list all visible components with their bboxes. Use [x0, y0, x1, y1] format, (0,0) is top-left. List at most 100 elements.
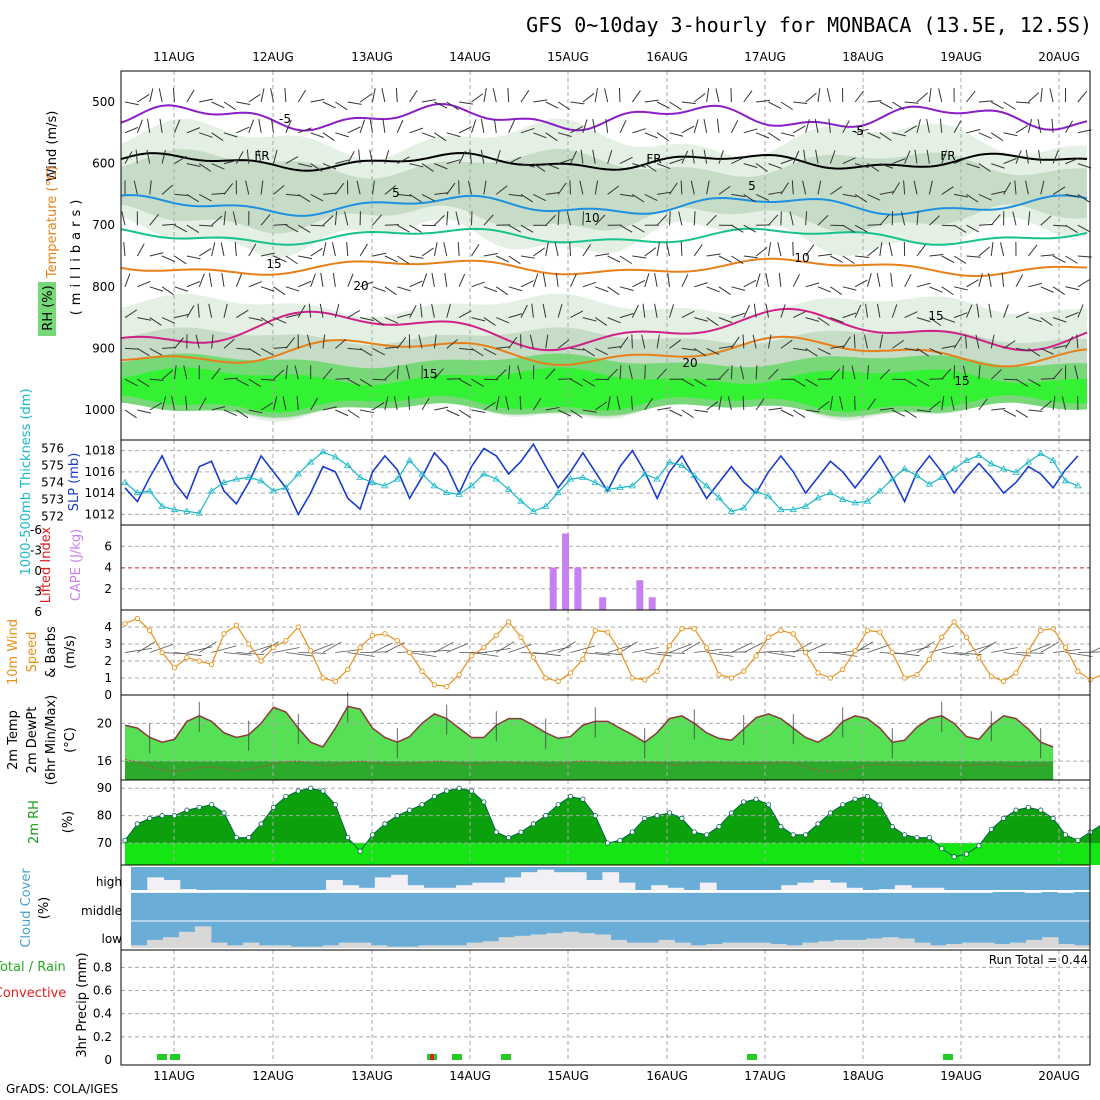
rh-marker	[654, 813, 660, 819]
wind-barb	[297, 224, 311, 233]
wind-barb	[793, 101, 808, 104]
thickness-marker	[913, 471, 921, 479]
wind-barb	[916, 317, 931, 323]
wind-barb	[619, 365, 622, 380]
wind-barb	[693, 347, 707, 357]
wind-barb	[483, 214, 494, 226]
wind-barb	[557, 182, 567, 195]
chart-title: GFS 0~10day 3-hourly for MONBACA (13.5E,…	[526, 13, 1092, 37]
wind-barb	[681, 125, 695, 134]
wind-barb	[273, 286, 286, 296]
wind-barb	[991, 101, 1004, 110]
wind-barb	[508, 365, 511, 380]
wind-barb	[768, 334, 772, 349]
rh-marker	[456, 785, 462, 791]
wind-speed-marker	[159, 649, 165, 656]
cloud-high-bar	[602, 872, 620, 893]
wind-barb	[360, 409, 374, 414]
rh-marker	[1075, 837, 1081, 843]
wind-barb	[483, 180, 487, 195]
wind-barb	[496, 317, 510, 324]
wind-barb	[582, 211, 585, 226]
wind-barb	[137, 94, 150, 103]
rh-marker	[320, 788, 326, 794]
wind-barb	[409, 280, 423, 288]
wind-speed-marker	[369, 632, 376, 639]
wind-barb	[619, 313, 634, 319]
wind-barb	[569, 241, 571, 257]
wind-barb	[607, 286, 620, 296]
pressure-tick: 900	[92, 341, 115, 355]
thickness-marker	[764, 492, 773, 499]
wind-barb	[1028, 378, 1041, 387]
wind-barb	[657, 191, 672, 195]
wind-barb	[570, 378, 583, 387]
wind-barb	[1052, 317, 1067, 323]
wind-barb	[966, 304, 973, 318]
wind-barb	[740, 365, 745, 380]
date-label-bottom: 15AUG	[547, 1069, 589, 1083]
wind-speed-marker	[196, 658, 202, 664]
surface-wind-barb	[149, 644, 173, 653]
wind-barb	[508, 286, 523, 292]
wind-barb	[137, 280, 151, 288]
wind-barb	[916, 244, 926, 257]
rh-marker	[666, 810, 673, 816]
wind-barb	[631, 304, 639, 318]
rh-marker	[704, 832, 710, 838]
wind-speed-marker	[320, 675, 326, 681]
upper-ylabel-temperature: Temperature (°C)	[45, 166, 60, 279]
wind-barb	[211, 101, 225, 109]
cloud-high-bar	[748, 891, 766, 893]
wind-barb	[469, 149, 472, 164]
wind-barb	[223, 377, 238, 380]
wind-speed-marker	[716, 671, 722, 678]
wind-barb	[619, 119, 627, 134]
rh-marker	[877, 802, 883, 808]
wind-barb	[322, 192, 337, 195]
wind-barb	[1027, 119, 1033, 133]
wind-barb	[322, 368, 333, 380]
wind-barb	[879, 214, 890, 226]
wind-barb	[483, 378, 498, 381]
wind-barb	[296, 396, 299, 411]
thickness-tick: 576	[41, 442, 64, 456]
wind-speed-line	[124, 617, 1100, 688]
wind-barb	[595, 347, 608, 356]
wind-barb	[570, 347, 585, 351]
rh-marker	[778, 824, 784, 830]
thickness-marker	[319, 448, 327, 455]
upper-ylabel-rh: RH (%)	[41, 285, 56, 330]
thickness-marker	[938, 473, 946, 480]
cloud-low-bar	[131, 945, 148, 948]
cloud-high-bar	[374, 877, 392, 893]
wind-barb	[817, 317, 830, 326]
wind-barb	[221, 272, 225, 287]
wind-barb	[854, 224, 868, 233]
wind-barb	[681, 310, 695, 319]
wind-barb	[123, 242, 126, 257]
wind-speed-marker	[1062, 644, 1069, 651]
cloud-low-bar	[770, 943, 787, 948]
wind-speed-marker	[406, 649, 413, 656]
wind-barb	[681, 378, 695, 387]
precip-tick: 0.6	[93, 984, 112, 998]
wind-barb	[941, 317, 956, 323]
date-label-bottom: 18AUG	[842, 1069, 884, 1083]
wind-barb	[966, 90, 976, 103]
wind-speed-marker	[1025, 648, 1032, 654]
wind-barb	[471, 281, 485, 288]
wind-barb	[397, 286, 411, 292]
wind-barb	[805, 347, 818, 357]
cloud-low-bar	[946, 943, 963, 948]
wind-barb	[976, 303, 980, 318]
wind-ylabel: Speed	[25, 632, 40, 673]
surface-wind-barb	[892, 652, 920, 657]
wind-barb	[703, 118, 708, 133]
wind-barb	[817, 347, 831, 355]
precip-bar	[452, 1054, 462, 1060]
wind-barb	[149, 88, 154, 103]
wind-barb	[768, 368, 779, 380]
thickness-marker	[344, 461, 352, 468]
thickness-tick: 572	[41, 510, 64, 524]
